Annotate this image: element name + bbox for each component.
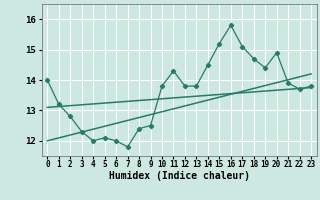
X-axis label: Humidex (Indice chaleur): Humidex (Indice chaleur) bbox=[109, 171, 250, 181]
